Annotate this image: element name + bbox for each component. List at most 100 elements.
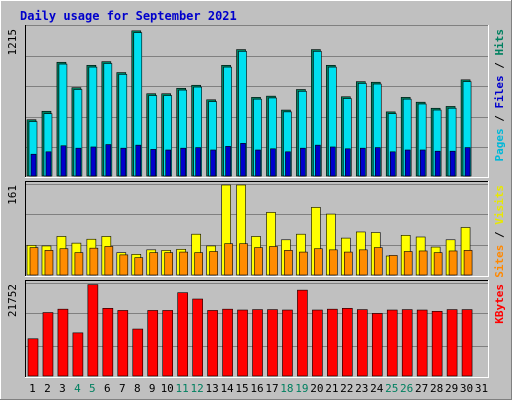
kbytes-panel-legend: KBytes [493, 284, 506, 324]
chart-panels: 1215 Pages / Files / Hits 161 Sites / Visit… [6, 25, 506, 378]
kbytes-bar [386, 309, 398, 377]
x-tick-label: 17 [265, 382, 278, 395]
x-tick-label: 30 [460, 382, 473, 395]
kbytes-bar [147, 310, 159, 377]
kbytes-bar [57, 308, 69, 377]
x-tick-label: 13 [205, 382, 218, 395]
sites-bar [254, 247, 263, 276]
pages-bar [359, 147, 366, 177]
kbytes-bar [446, 309, 458, 377]
pages-bar [120, 147, 127, 177]
pages-bar [75, 147, 82, 177]
sites-bar [269, 246, 278, 276]
x-tick-label: 5 [89, 382, 96, 395]
sites-bar [149, 252, 159, 276]
pages-bar [240, 143, 246, 177]
x-tick-label: 10 [161, 382, 174, 395]
x-tick-label: 19 [295, 382, 308, 395]
x-tick-label: 14 [220, 382, 234, 395]
pages-bar [345, 148, 351, 177]
x-tick-label: 1 [29, 382, 36, 395]
pages-bar [45, 151, 52, 177]
sites-bar [463, 250, 473, 276]
x-tick-label: 29 [445, 382, 458, 395]
kbytes-bar [72, 332, 84, 377]
x-tick-label: 31 [475, 382, 488, 395]
hits-panel-legend-entry: Hits [493, 29, 506, 56]
kbytes-bar [297, 289, 308, 377]
x-tick-label: 12 [191, 382, 204, 395]
kbytes-panel-max-tick-label: 21752 [6, 284, 19, 317]
x-tick-label: 2 [44, 382, 51, 395]
pages-bar [315, 144, 321, 177]
pages-bar [434, 150, 441, 177]
x-tick-label: 27 [415, 382, 428, 395]
pages-bar [135, 144, 142, 177]
pages-bar [150, 149, 157, 177]
pages-bar [30, 153, 37, 177]
sites-bar [344, 251, 353, 276]
kbytes-bar [27, 338, 39, 377]
kbytes-bar [282, 309, 293, 377]
pages-bar [180, 147, 186, 177]
sites-bar [314, 248, 323, 276]
x-tick-label: 18 [280, 382, 293, 395]
kbytes-bar [327, 308, 338, 377]
sites-bar [59, 248, 69, 276]
sites-bar [179, 251, 188, 276]
x-tick-label: 25 [385, 382, 398, 395]
x-tick-label: 28 [430, 382, 443, 395]
sites-bar [329, 249, 338, 276]
pages-bar [165, 149, 172, 177]
x-tick-label: 4 [74, 382, 81, 395]
sites-bar [448, 250, 458, 276]
visits-panel-max-tick-label: 161 [6, 185, 19, 205]
kbytes-bar [102, 308, 114, 377]
sites-bar [194, 252, 203, 276]
visits-panel-legend: Sites / Visits [493, 185, 506, 278]
sites-bar [418, 250, 428, 276]
x-tick-label: 16 [250, 382, 263, 395]
kbytes-bar [312, 309, 323, 377]
sites-bar [284, 250, 293, 276]
pages-bar [285, 151, 291, 177]
x-tick-label: 6 [104, 382, 111, 395]
kbytes-panel-legend-entry: KBytes [493, 284, 506, 324]
sites-bar [433, 252, 443, 276]
pages-bar [255, 149, 261, 177]
kbytes-bar [431, 310, 443, 377]
kbytes-bar [162, 310, 174, 377]
chart-title: Daily usage for September 2021 [20, 9, 237, 23]
pages-bar [449, 150, 456, 177]
hits-files-pages-panel: 1215 Pages / Files / Hits [6, 25, 506, 178]
hits-panel-legend-entry: Pages [493, 128, 506, 161]
x-tick-label: 26 [400, 382, 413, 395]
kbytes-bar [192, 298, 203, 377]
pages-bar [225, 146, 231, 177]
x-tick-label: 20 [310, 382, 323, 395]
sites-bar [373, 247, 383, 276]
sites-bar [358, 249, 368, 276]
pages-bar [404, 149, 411, 177]
kbytes-bar [222, 308, 233, 377]
pages-bar [105, 144, 112, 177]
pages-bar [374, 147, 381, 177]
kbytes-bar [177, 292, 188, 377]
sites-bar [388, 255, 398, 276]
sites-bar [89, 247, 99, 276]
sites-bar [104, 246, 114, 276]
kbytes-bar [42, 312, 54, 377]
kbytes-bar [267, 309, 278, 377]
visits-panel-legend-entry: / [493, 225, 506, 245]
kbytes-bar [237, 309, 248, 377]
sites-bar [224, 243, 233, 276]
x-tick-label: 21 [325, 382, 338, 395]
kbytes-panel: 21752 KBytes [6, 280, 506, 378]
pages-bar [464, 147, 471, 177]
x-tick-label: 11 [176, 382, 189, 395]
kbytes-bar [87, 284, 99, 377]
x-tick-label: 22 [340, 382, 353, 395]
hits-panel-legend-entry: Files [493, 75, 506, 108]
visits-panel-legend-entry: Visits [493, 185, 506, 225]
